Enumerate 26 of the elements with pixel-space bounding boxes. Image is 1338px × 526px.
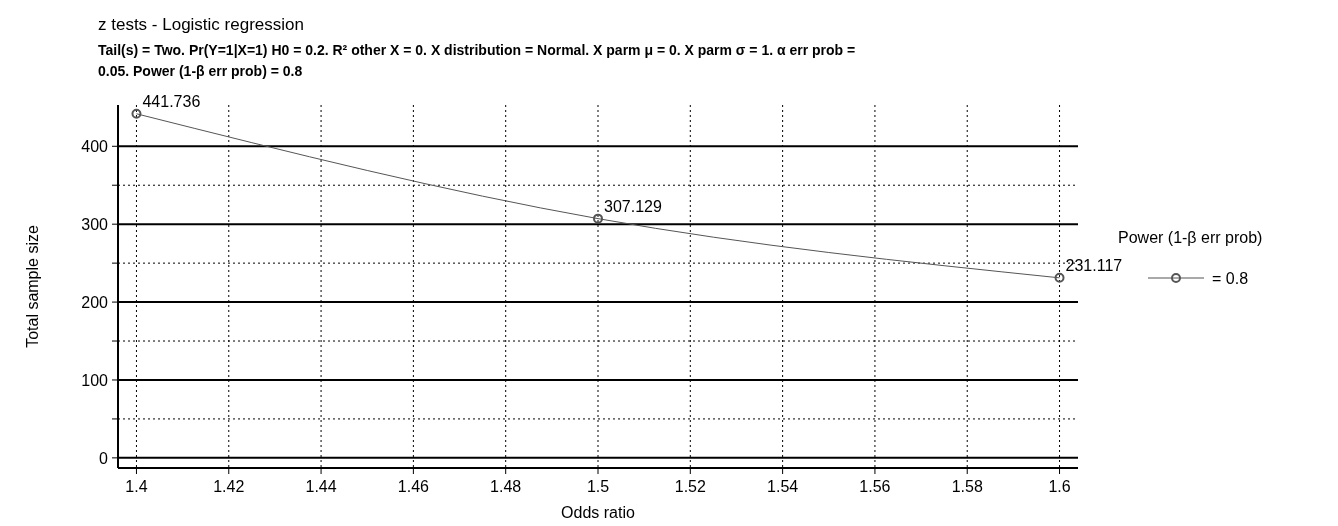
chart-title: z tests - Logistic regression [98,15,304,34]
x-tick-label: 1.48 [490,478,522,495]
legend-title: Power (1-β err prob) [1118,229,1263,246]
x-tick-label: 1.5 [586,478,610,495]
x-tick-label: 1.58 [951,478,983,495]
y-tick-label: 200 [81,294,109,312]
y-tick-label: 100 [81,371,109,389]
chart-subtitle: Tail(s) = Two. Pr(Y=1|X=1) H0 = 0.2. R² other X = 0. X distribution = Normal. X parm μ = 0. X parm σ = 1. α err prob = 0.05. Power (1-β err prob) = 0.8 [98,42,856,79]
legend-label: = 0.8 [1212,270,1249,287]
x-tick-label: 1.52 [674,478,706,495]
x-tick-label: 1.56 [859,478,891,495]
x-axis-title: Odds ratio [561,504,636,521]
y-axis-title: Total sample size [24,225,41,348]
x-tick-label: 1.46 [397,478,430,495]
x-tick-label: 1.44 [305,478,337,495]
point [593,213,603,224]
x-tick-label: 1.6 [1048,478,1071,495]
x-tick-label: 1.54 [767,478,799,495]
data-label: 441.736 [142,92,201,110]
x-tick-label: 1.4 [125,478,148,495]
x-tick-label: 1.42 [213,478,245,495]
data-label: 307.129 [604,197,662,215]
data-label: 231.117 [1065,256,1123,274]
y-tick-label: 300 [81,216,109,234]
y-tick-label: 400 [81,138,109,156]
y-tick-label: 0 [99,449,109,467]
